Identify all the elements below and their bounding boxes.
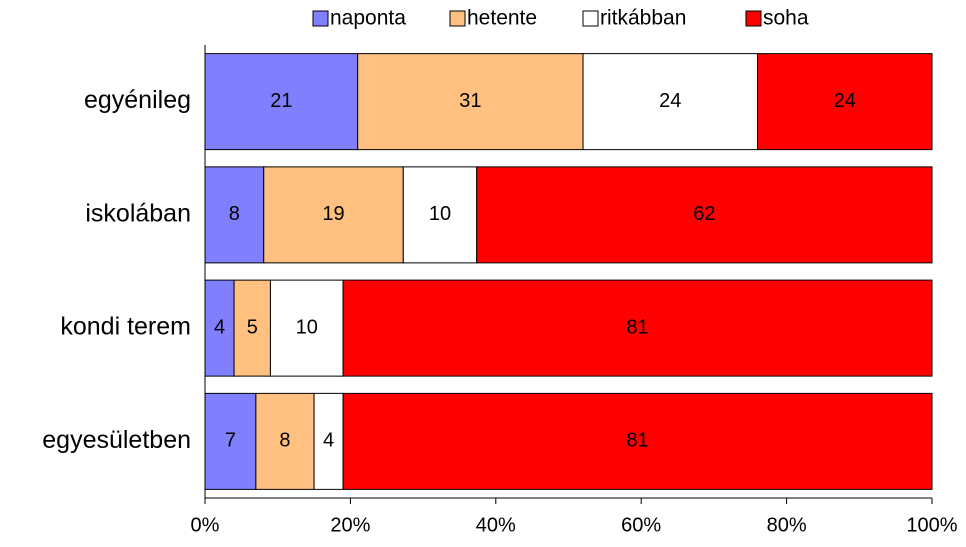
value-label: 31 [459,90,481,112]
value-label: 24 [659,90,681,112]
x-tick-label: 20% [330,514,370,536]
value-label: 81 [626,430,648,452]
legend-swatch [745,10,762,27]
bar-segment [402,166,478,264]
category-label: egyénileg [84,86,191,114]
bar-segment [476,166,933,264]
x-tick-label: 100% [906,514,957,536]
bar-segment [204,279,235,377]
bar-segment [255,392,315,490]
legend-label: soha [763,7,809,30]
bar-segment [204,166,265,264]
value-label: 24 [834,90,856,112]
value-label: 10 [296,316,318,338]
value-label: 19 [322,203,344,225]
value-label: 4 [323,430,334,452]
value-label: 10 [429,203,451,225]
bar-segment [204,392,257,490]
value-label: 21 [270,90,292,112]
value-label: 81 [626,316,648,338]
value-label: 8 [229,203,240,225]
x-tick-label: 60% [621,514,661,536]
bar-segment [582,53,759,151]
bar-segment [342,392,933,490]
bar-segment [757,53,933,151]
x-tick-label: 0% [191,514,220,536]
legend-label: hetente [467,7,537,30]
legend-label: naponta [330,7,406,30]
bar-segment [342,279,933,377]
legend-label: ritkábban [600,7,686,30]
bar-segment [233,279,271,377]
value-label: 7 [225,430,236,452]
bar-segment [263,166,404,264]
legend-swatch [582,10,599,27]
bar-segment [204,53,359,151]
legend-swatch [312,10,329,27]
value-label: 5 [247,316,258,338]
bar-segment [269,279,344,377]
category-label: kondi terem [60,313,191,341]
value-label: 8 [279,430,290,452]
category-label: iskolában [85,199,191,227]
value-label: 62 [693,203,715,225]
legend-swatch [449,10,466,27]
x-tick-label: 80% [767,514,807,536]
category-label: egyesületben [42,426,191,454]
x-tick-label: 40% [476,514,516,536]
value-label: 4 [214,316,225,338]
